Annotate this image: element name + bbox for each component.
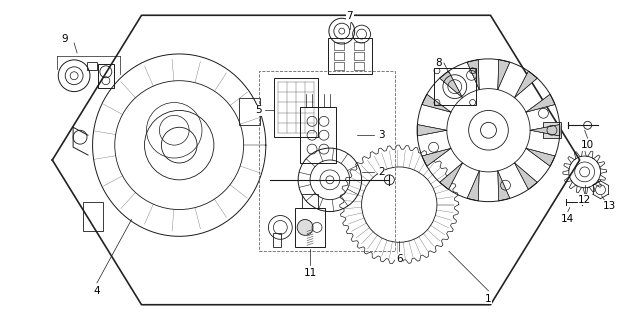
Bar bbox=[87, 62, 97, 70]
Polygon shape bbox=[422, 94, 451, 112]
Text: 9: 9 bbox=[61, 34, 68, 44]
Polygon shape bbox=[526, 94, 555, 112]
Bar bbox=[258, 71, 395, 251]
Bar bbox=[334, 42, 344, 50]
Polygon shape bbox=[498, 171, 510, 201]
Bar bbox=[295, 208, 325, 247]
Text: 6: 6 bbox=[396, 254, 403, 264]
Bar bbox=[300, 108, 336, 163]
Polygon shape bbox=[440, 71, 463, 98]
Polygon shape bbox=[514, 71, 537, 98]
Polygon shape bbox=[417, 124, 447, 136]
Bar bbox=[274, 78, 318, 137]
Bar bbox=[354, 52, 363, 60]
Text: 7: 7 bbox=[346, 11, 353, 21]
Circle shape bbox=[447, 89, 530, 172]
Bar bbox=[239, 98, 260, 125]
Text: 1: 1 bbox=[485, 294, 492, 304]
Polygon shape bbox=[440, 163, 463, 189]
Circle shape bbox=[480, 122, 496, 138]
Polygon shape bbox=[526, 148, 555, 166]
Bar bbox=[354, 62, 363, 70]
Bar bbox=[334, 62, 344, 70]
Polygon shape bbox=[467, 60, 479, 90]
Text: 11: 11 bbox=[303, 268, 317, 278]
Polygon shape bbox=[530, 124, 560, 136]
Text: 2: 2 bbox=[378, 167, 385, 177]
Bar bbox=[434, 68, 476, 106]
Text: 8: 8 bbox=[435, 58, 442, 68]
Text: 14: 14 bbox=[561, 214, 574, 224]
Text: 13: 13 bbox=[603, 201, 616, 211]
Bar bbox=[274, 233, 281, 247]
Text: 5: 5 bbox=[255, 105, 262, 116]
Polygon shape bbox=[514, 163, 537, 189]
Bar bbox=[334, 52, 344, 60]
Text: 4: 4 bbox=[94, 286, 100, 296]
Polygon shape bbox=[498, 60, 510, 90]
Bar bbox=[543, 122, 561, 138]
Polygon shape bbox=[422, 148, 451, 166]
Bar bbox=[83, 202, 103, 231]
Text: 12: 12 bbox=[578, 195, 592, 205]
Circle shape bbox=[469, 110, 508, 150]
Bar bbox=[98, 64, 114, 88]
Text: 10: 10 bbox=[581, 140, 594, 150]
Text: 3: 3 bbox=[378, 130, 385, 140]
Bar bbox=[302, 194, 318, 208]
Circle shape bbox=[297, 220, 313, 235]
Polygon shape bbox=[467, 171, 479, 201]
Bar bbox=[328, 38, 372, 74]
Bar bbox=[354, 42, 363, 50]
